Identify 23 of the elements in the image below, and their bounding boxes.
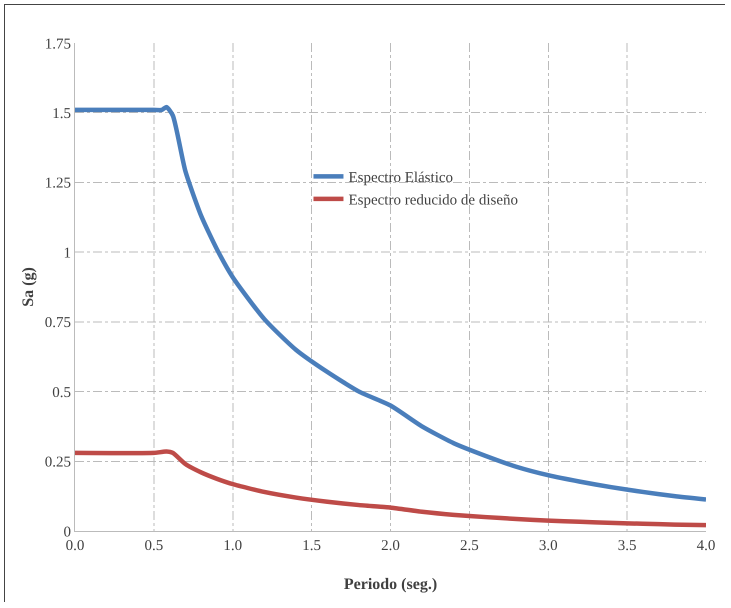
legend-label: Espectro reducido de diseño xyxy=(348,192,518,209)
x-tick-label: 3.5 xyxy=(618,538,637,554)
x-tick-label: 4.0 xyxy=(696,538,716,554)
y-tick-label: 1 xyxy=(64,245,71,262)
y-tick-label: 1.5 xyxy=(52,106,71,122)
x-tick-label: 1.0 xyxy=(223,538,242,554)
y-tick-label: 0 xyxy=(64,524,71,540)
y-tick-label: 1.75 xyxy=(44,36,71,52)
x-tick-label: 3.0 xyxy=(538,538,558,554)
x-tick-label: 2.0 xyxy=(381,538,400,554)
y-tick-label: 0.25 xyxy=(44,454,71,471)
y-axis-title: Sa (g) xyxy=(20,267,37,307)
line-series xyxy=(75,104,706,502)
x-tick-label: 1.5 xyxy=(302,538,322,554)
y-tick-label: 1.25 xyxy=(44,176,71,192)
line-series xyxy=(75,449,706,528)
x-tick-label: 0.0 xyxy=(66,538,84,554)
y-tick-label: 0.75 xyxy=(44,315,71,332)
x-axis-title: Periodo (seg.) xyxy=(344,576,438,593)
y-tick-label: 0.5 xyxy=(52,384,71,401)
x-tick-label: 0.5 xyxy=(144,538,164,554)
legend-label: Espectro Elástico xyxy=(348,170,454,186)
x-tick-label: 2.5 xyxy=(460,538,479,554)
